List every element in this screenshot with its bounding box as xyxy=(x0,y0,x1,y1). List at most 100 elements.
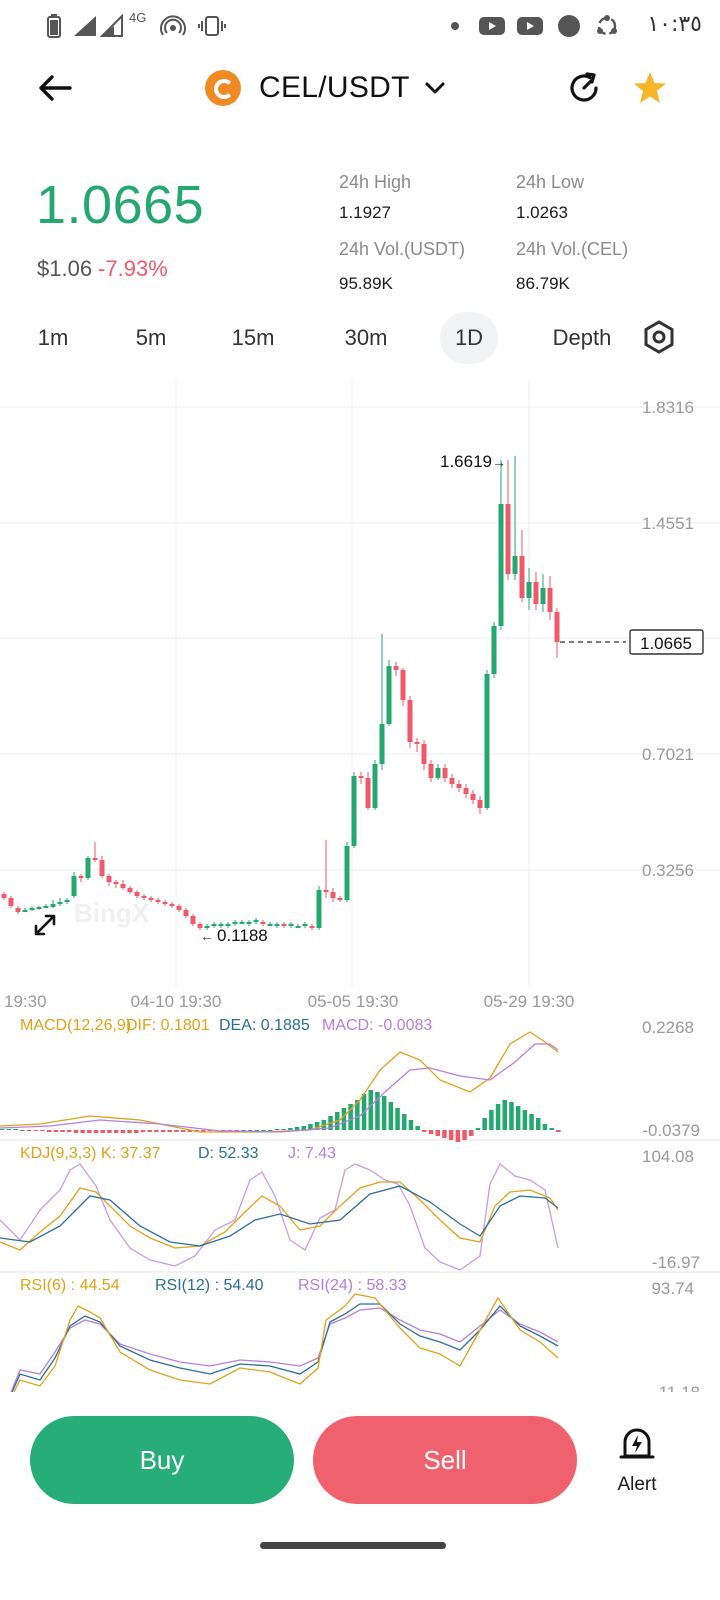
macd-bar xyxy=(140,1130,146,1132)
rsi-12: RSI(12) : 54.40 xyxy=(155,1277,264,1294)
macd-bar xyxy=(234,1130,239,1131)
macd-bar xyxy=(268,1130,273,1131)
candle-body xyxy=(533,582,539,604)
macd-bar xyxy=(415,1126,420,1130)
time-axis-label: 04-10 19:30 xyxy=(131,992,222,1011)
candle-body xyxy=(155,900,161,902)
kdj-d-line xyxy=(0,1185,559,1247)
candle-body xyxy=(463,788,469,794)
candle-body xyxy=(302,924,308,926)
candle-body xyxy=(8,898,14,906)
kline-chart[interactable]: BingX 1.8316 1.4551 0.7021 0.3256 1.0665… xyxy=(0,380,720,1392)
hexagon-settings-icon[interactable] xyxy=(642,320,676,354)
price-axis-label: 1.4551 xyxy=(642,514,694,533)
candle-body xyxy=(36,907,42,909)
macd-bar xyxy=(515,1106,521,1130)
candle-body xyxy=(218,924,224,926)
tab-15m[interactable]: 15m xyxy=(231,325,275,350)
status-time: ١٠:٣٥ xyxy=(647,12,702,37)
candle-body xyxy=(225,924,231,926)
macd-bar xyxy=(495,1104,501,1130)
candle-body xyxy=(274,924,280,926)
candle-body xyxy=(57,902,63,904)
candle-body xyxy=(442,768,448,778)
star-icon[interactable] xyxy=(632,70,668,106)
pair-selector[interactable]: CEL/USDT xyxy=(205,68,446,108)
sync-icon xyxy=(597,15,617,36)
macd-bar xyxy=(422,1130,427,1132)
macd-bar xyxy=(167,1130,172,1132)
macd-bar xyxy=(93,1130,99,1133)
macd-bar xyxy=(294,1127,300,1130)
candle-body xyxy=(99,860,105,876)
macd-bar xyxy=(475,1128,481,1130)
macd-bar xyxy=(469,1130,474,1136)
time-axis-label: 05-29 19:30 xyxy=(484,992,575,1011)
candle-body xyxy=(113,882,119,884)
macd-bar xyxy=(542,1124,548,1130)
candle-body xyxy=(141,896,147,898)
macd-bar xyxy=(502,1100,507,1130)
tab-1m[interactable]: 1m xyxy=(37,325,69,350)
candle-body xyxy=(428,764,434,778)
macd-axis-top: 0.2268 xyxy=(642,1018,694,1037)
candle-body xyxy=(498,504,504,626)
candle-body xyxy=(491,626,497,674)
candle-body xyxy=(183,910,189,916)
stat-label-high: 24h High xyxy=(339,172,412,192)
youtube-icon xyxy=(479,17,505,35)
macd-bar xyxy=(247,1130,253,1131)
macd-bar xyxy=(180,1130,186,1132)
macd-bar xyxy=(455,1130,461,1142)
macd-bar xyxy=(522,1110,528,1130)
candle-body xyxy=(337,898,343,900)
network-type: 4G xyxy=(129,10,147,25)
record-icon xyxy=(558,15,580,37)
candle-body xyxy=(421,744,427,764)
rsi-24: RSI(24) : 58.33 xyxy=(298,1277,407,1294)
candle-body xyxy=(148,898,154,900)
rsi-axis-top: 93.74 xyxy=(651,1279,694,1298)
alert-button[interactable]: Alert xyxy=(604,1424,670,1500)
candle-body xyxy=(92,858,98,860)
macd-bar xyxy=(207,1130,213,1131)
max-price-label: 1.6619 xyxy=(440,452,492,471)
tab-5m[interactable]: 5m xyxy=(135,325,167,350)
alert-label: Alert xyxy=(617,1474,657,1495)
min-arrow: ← xyxy=(200,928,214,944)
tab-1d[interactable]: 1D xyxy=(440,312,498,364)
time-axis-label: 19:30 xyxy=(4,992,47,1011)
arrow-left-icon[interactable] xyxy=(34,70,78,106)
candle-body xyxy=(176,906,182,910)
macd-bar xyxy=(87,1130,92,1133)
macd-bar xyxy=(0,1129,5,1130)
cel-coin-logo xyxy=(205,70,241,106)
chart-grid xyxy=(0,380,720,1273)
macd-bar xyxy=(368,1090,373,1130)
macd-bar xyxy=(274,1129,280,1130)
candle-body xyxy=(134,892,140,896)
macd-bar xyxy=(120,1130,126,1133)
kdj-d: D: 52.33 xyxy=(198,1145,259,1162)
candle-body xyxy=(232,922,238,924)
refresh-icon[interactable] xyxy=(566,70,602,106)
macd-bar xyxy=(33,1130,38,1131)
tab-30m[interactable]: 30m xyxy=(344,325,388,350)
candle-body xyxy=(204,926,210,928)
macd-bar xyxy=(435,1130,440,1136)
candle-body xyxy=(323,890,329,892)
max-arrow: → xyxy=(492,454,506,470)
candle-body xyxy=(316,890,322,928)
expand-icon[interactable] xyxy=(34,914,56,936)
candle-body xyxy=(267,924,273,926)
macd-bar xyxy=(301,1126,306,1130)
tab-depth[interactable]: Depth xyxy=(552,325,612,350)
macd-bar xyxy=(408,1120,414,1130)
candle-body xyxy=(162,902,168,904)
macd-bar xyxy=(187,1130,193,1132)
sell-button[interactable]: Sell xyxy=(313,1416,577,1504)
youtube-icon xyxy=(517,17,543,35)
macd-bar xyxy=(67,1130,72,1132)
buy-button[interactable]: Buy xyxy=(30,1416,294,1504)
candle-body xyxy=(309,926,315,928)
